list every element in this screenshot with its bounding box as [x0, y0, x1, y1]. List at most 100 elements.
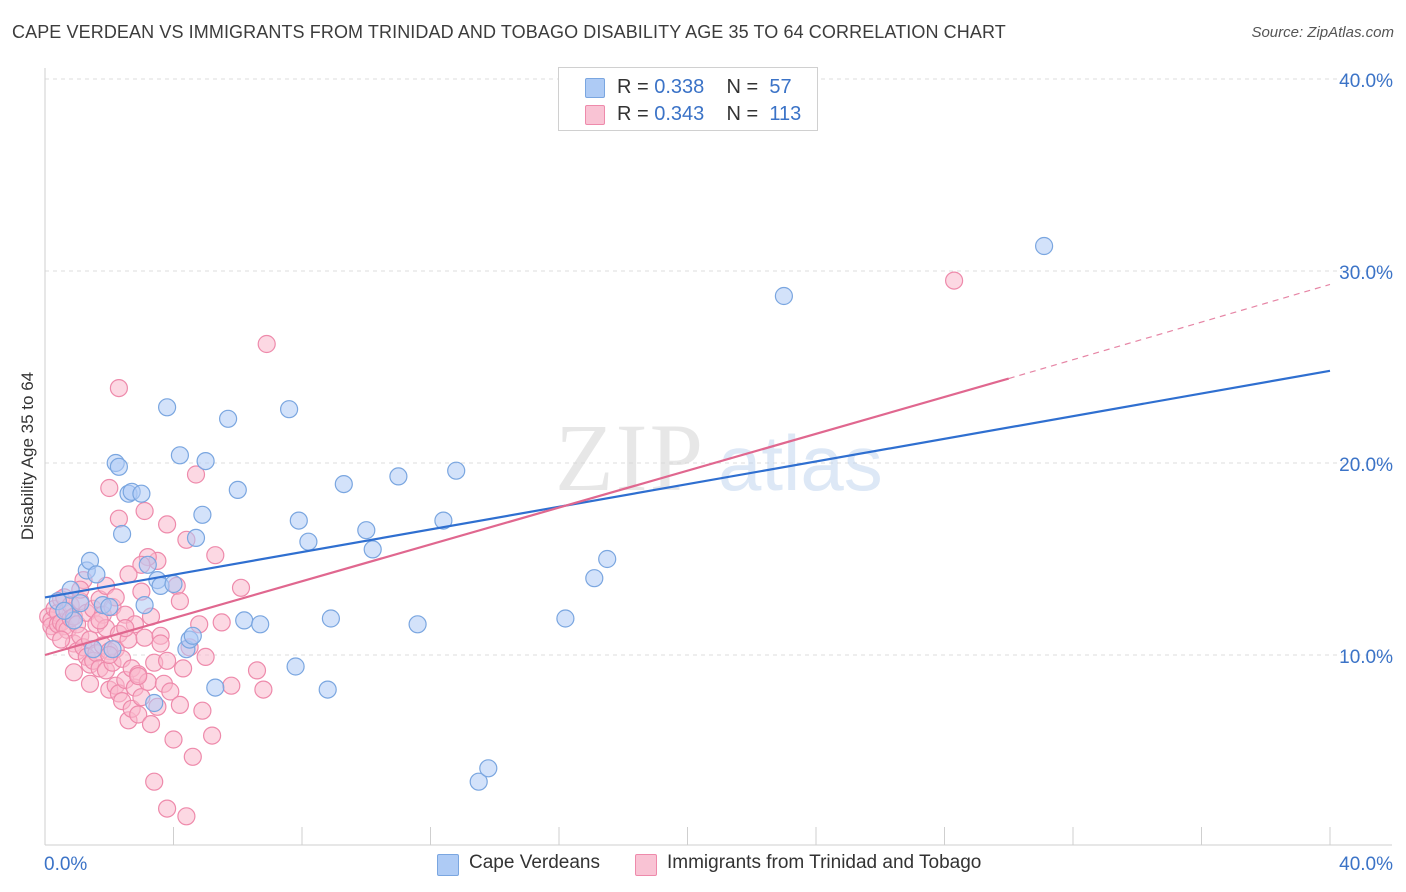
trinidad-tobago-point — [193, 701, 212, 720]
trinidad-tobago-point — [206, 546, 225, 565]
cape-verdean-point — [135, 595, 154, 615]
trinidad-tobago-point — [161, 682, 180, 701]
cape-verdean-point — [251, 615, 270, 634]
trinidad-tobago-point — [254, 680, 273, 699]
trinidad-tobago-point — [151, 634, 170, 653]
trinidad-tobago-point — [100, 478, 119, 498]
trinidad-tobago-point — [170, 695, 189, 715]
trinidad-tobago-point — [257, 334, 276, 354]
trinidad-tobago-point — [141, 714, 161, 734]
legend-r-value: 0.343 — [654, 103, 705, 125]
cape-verdean-point — [170, 446, 189, 465]
cape-verdean-point — [598, 549, 617, 569]
trinidad-tobago-point — [231, 578, 251, 597]
trinidad-tobago-point — [164, 730, 183, 749]
trinidad-tobago-point — [158, 515, 177, 534]
cape-verdean-point — [196, 452, 215, 471]
trinidad-tobago-point — [183, 747, 202, 766]
cape-verdean-point — [289, 511, 308, 530]
tick-labels: 10.0% 20.0% 30.0% 40.0% 0.0% 40.0% — [44, 71, 1393, 875]
cape-verdean-trend-line — [44, 369, 1331, 599]
cape-verdean-point — [318, 680, 337, 699]
trinidad-tobago-point — [109, 379, 129, 398]
legend-swatch-blue — [585, 78, 605, 98]
cape-verdean-point — [469, 772, 488, 791]
series-cape-verdean-points — [48, 236, 1054, 791]
trinidad-tobago-point — [186, 465, 206, 484]
trinidad-tobago-point — [158, 651, 177, 670]
legend-swatch-blue — [437, 854, 459, 876]
chart-title: CAPE VERDEAN VS IMMIGRANTS FROM TRINIDAD… — [12, 22, 1006, 42]
cape-verdean-point — [447, 461, 466, 480]
trend-lines — [44, 283, 1331, 657]
cape-verdean-point — [434, 511, 453, 530]
cape-verdean-point — [363, 540, 382, 559]
cape-verdean-point — [183, 626, 202, 645]
trinidad-tobago-point — [145, 772, 164, 791]
cape-verdean-point — [109, 457, 129, 476]
cape-verdean-point — [556, 609, 575, 628]
watermark-atlas: atlas — [718, 419, 883, 507]
cape-verdean-point — [100, 597, 119, 617]
watermark-zip: ZIP — [555, 404, 705, 511]
y-tick-label: 20.0% — [1339, 455, 1393, 476]
x-tick-label: 40.0% — [1339, 854, 1393, 875]
trinidad-tobago-point — [203, 726, 222, 745]
cape-verdean-point — [87, 565, 106, 584]
legend-r-value: 0.338 — [654, 76, 705, 98]
trinidad-tobago-point — [119, 565, 138, 584]
y-axis-label: Disability Age 35 to 64 — [18, 371, 37, 541]
trinidad-tobago-point — [170, 592, 189, 611]
trinidad-tobago-trend-extension — [1008, 283, 1331, 380]
trinidad-tobago-point — [174, 659, 193, 678]
cape-verdean-point — [774, 286, 794, 306]
trinidad-tobago-point — [222, 676, 241, 695]
trinidad-tobago-point — [212, 613, 231, 632]
cape-verdean-point — [235, 611, 254, 630]
cape-verdean-point — [103, 640, 122, 659]
trinidad-tobago-point — [247, 661, 267, 680]
cape-verdean-point — [55, 601, 74, 620]
cape-verdean-point — [138, 555, 157, 574]
cape-verdean-point — [228, 480, 247, 499]
cape-verdean-point — [408, 615, 427, 634]
cape-verdean-point — [186, 528, 206, 548]
cape-verdean-point — [112, 524, 132, 544]
legend-series-name: Immigrants from Trinidad and Tobago — [667, 852, 982, 873]
cape-verdean-point — [286, 657, 305, 676]
cape-verdean-point — [71, 594, 90, 613]
cape-verdean-point — [321, 609, 340, 628]
gridlines — [45, 78, 1392, 656]
legend-r-label: R = — [617, 76, 649, 98]
cape-verdean-point — [357, 521, 376, 540]
cape-verdean-point — [334, 475, 353, 494]
watermark: ZIP atlas — [555, 404, 883, 511]
trinidad-tobago-point — [135, 628, 154, 647]
trinidad-tobago-point — [51, 630, 71, 649]
trinidad-tobago-point — [158, 799, 177, 818]
trinidad-tobago-point — [80, 674, 100, 693]
trinidad-tobago-point — [129, 666, 148, 686]
cape-verdean-point — [164, 574, 183, 594]
correlation-legend: R = 0.338 N = 57 R = 0.343 N = 113 — [558, 67, 818, 131]
cape-verdean-point — [479, 759, 498, 778]
legend-n-value: 57 — [769, 76, 792, 98]
cape-verdean-point — [193, 505, 212, 524]
legend-swatch-pink — [635, 854, 657, 876]
cape-verdean-point — [132, 484, 151, 503]
y-tick-label: 10.0% — [1339, 647, 1393, 668]
trinidad-tobago-point — [129, 705, 148, 724]
y-tick-label: 30.0% — [1339, 263, 1393, 284]
source-note: Source: ZipAtlas.com — [1251, 24, 1394, 41]
legend-series-name: Cape Verdeans — [469, 852, 600, 873]
cape-verdean-point — [145, 693, 164, 713]
cape-verdean-point — [389, 467, 408, 486]
legend-n-label: N = — [726, 103, 759, 125]
cape-verdean-point — [219, 409, 238, 428]
trinidad-tobago-point — [135, 501, 154, 521]
trinidad-tobago-point — [944, 271, 964, 290]
cape-verdean-point — [158, 398, 177, 417]
cape-verdean-point — [299, 532, 318, 551]
trinidad-tobago-point — [64, 663, 84, 682]
